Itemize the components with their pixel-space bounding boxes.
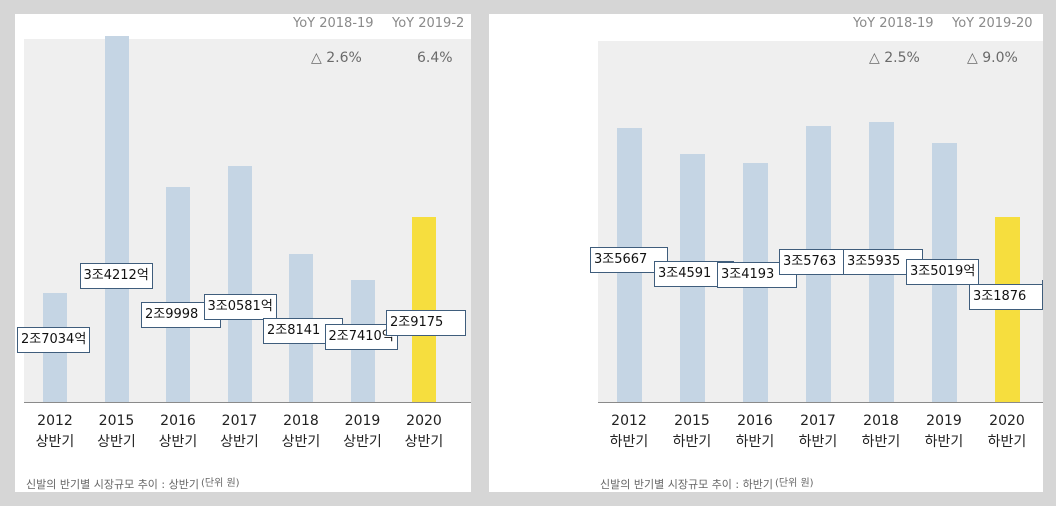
x-tick-label: 2016 상반기 — [148, 411, 208, 453]
yoy-value-2018-19: △ 2.5% — [869, 50, 920, 66]
x-tick-year: 2019 — [926, 413, 962, 429]
chart-panel-second-half: YoY 2018-19 YoY 2019-20 △ 2.5% △ 9.0% 20… — [489, 14, 1043, 492]
x-tick-year: 2015 — [674, 413, 710, 429]
data-label: 3조5019억 — [906, 259, 980, 285]
yoy-value-2018-19: △ 2.6% — [311, 50, 362, 66]
x-tick-period: 하반기 — [672, 434, 712, 450]
x-tick-period: 하반기 — [798, 434, 838, 450]
x-tick-label: 2015 하반기 — [662, 411, 722, 453]
x-tick-label: 2020 하반기 — [977, 411, 1037, 453]
bar-2020 — [412, 216, 436, 402]
chart-panel-first-half: YoY 2018-19 YoY 2019-2 △ 2.6% 6.4% 2012 상… — [15, 14, 471, 492]
x-tick-label: 2012 하반기 — [599, 411, 659, 453]
x-tick-period: 상반기 — [220, 434, 259, 450]
x-tick-label: 2019 상반기 — [333, 411, 393, 453]
x-tick-year: 2016 — [160, 413, 196, 429]
x-tick-year: 2020 — [989, 413, 1025, 429]
unit-note: (단위 원) — [201, 478, 240, 489]
data-label: 2조9175 — [386, 310, 466, 336]
x-tick-label: 2상 — [456, 411, 472, 453]
x-tick-period: 하반기 — [861, 434, 901, 450]
x-tick-label: 2018 상반기 — [271, 411, 331, 453]
x-tick-period: 상반기 — [97, 434, 136, 450]
yoy-header-2019-20: YoY 2019-20 — [952, 16, 1033, 31]
x-tick-label: 2018 하반기 — [851, 411, 911, 453]
x-tick-period: 하반기 — [609, 434, 649, 450]
x-tick-period: 하반기 — [735, 434, 775, 450]
x-tick-label: 2016 하반기 — [725, 411, 785, 453]
chart-caption: 신발의 반기별 시장규모 추이 : 하반기 (단위 원) — [600, 474, 814, 492]
x-tick-year: 2012 — [37, 413, 73, 429]
x-tick-period: 상반기 — [158, 434, 198, 450]
x-tick-period: 상반기 — [404, 434, 444, 450]
data-label: 2조7410억 — [324, 324, 398, 350]
x-axis-line — [598, 402, 1043, 403]
yoy-header-2018-19: YoY 2018-19 — [853, 16, 934, 31]
bar-2015 — [104, 36, 129, 402]
yoy-value-2019-20: 6.4% — [417, 50, 453, 66]
x-tick-year: 2019 — [344, 413, 381, 429]
caption-text: 신발의 반기별 시장규모 추이 : 상반기 — [26, 478, 199, 491]
yoy-value-2019-20: △ 9.0% — [967, 50, 1018, 66]
unit-note: (단위 원) — [775, 478, 814, 489]
x-tick-year: 2012 — [611, 413, 647, 429]
yoy-header-2018-19: YoY 2018-19 — [293, 16, 374, 31]
data-label-overflow: 3 — [1042, 280, 1043, 306]
x-tick-year: 2 — [456, 411, 472, 432]
x-tick-year: 2018 — [863, 413, 899, 429]
x-tick-year: 2015 — [98, 413, 135, 429]
data-label: 2조7034억 — [17, 327, 91, 353]
x-tick-label: 2020 상반기 — [394, 411, 454, 453]
x-tick-label: 2015 상반기 — [87, 411, 147, 453]
x-tick-year: 2016 — [737, 413, 773, 429]
x-tick-period: 하반기 — [924, 434, 964, 450]
x-tick-period: 상반기 — [281, 434, 321, 450]
bar-2017 — [227, 166, 252, 402]
x-tick-label: 2017 하반기 — [788, 411, 848, 453]
data-label: 3조1876 — [969, 284, 1043, 310]
x-tick-label: 2019 하반기 — [914, 411, 974, 453]
x-tick-label: 2017 상반기 — [210, 411, 270, 453]
bar-2016 — [166, 187, 190, 402]
chart-caption: 신발의 반기별 시장규모 추이 : 상반기 (단위 원) — [26, 474, 240, 492]
data-label: 3조0581억 — [203, 294, 277, 320]
x-tick-label: 2012 상반기 — [25, 411, 85, 453]
x-tick-year: 2017 — [221, 413, 258, 429]
x-tick-year: 2018 — [283, 413, 319, 429]
x-tick-period: 상 — [456, 432, 472, 453]
data-label: 3조4212억 — [79, 263, 153, 289]
x-tick-period: 상반기 — [35, 434, 75, 450]
caption-text: 신발의 반기별 시장규모 추이 : 하반기 — [600, 478, 773, 491]
yoy-header-2019-20: YoY 2019-2 — [392, 16, 465, 31]
x-tick-year: 2020 — [406, 413, 442, 429]
x-tick-period: 하반기 — [987, 434, 1027, 450]
x-axis-line — [24, 402, 471, 403]
x-tick-period: 상반기 — [343, 434, 382, 450]
x-tick-year: 2017 — [800, 413, 836, 429]
